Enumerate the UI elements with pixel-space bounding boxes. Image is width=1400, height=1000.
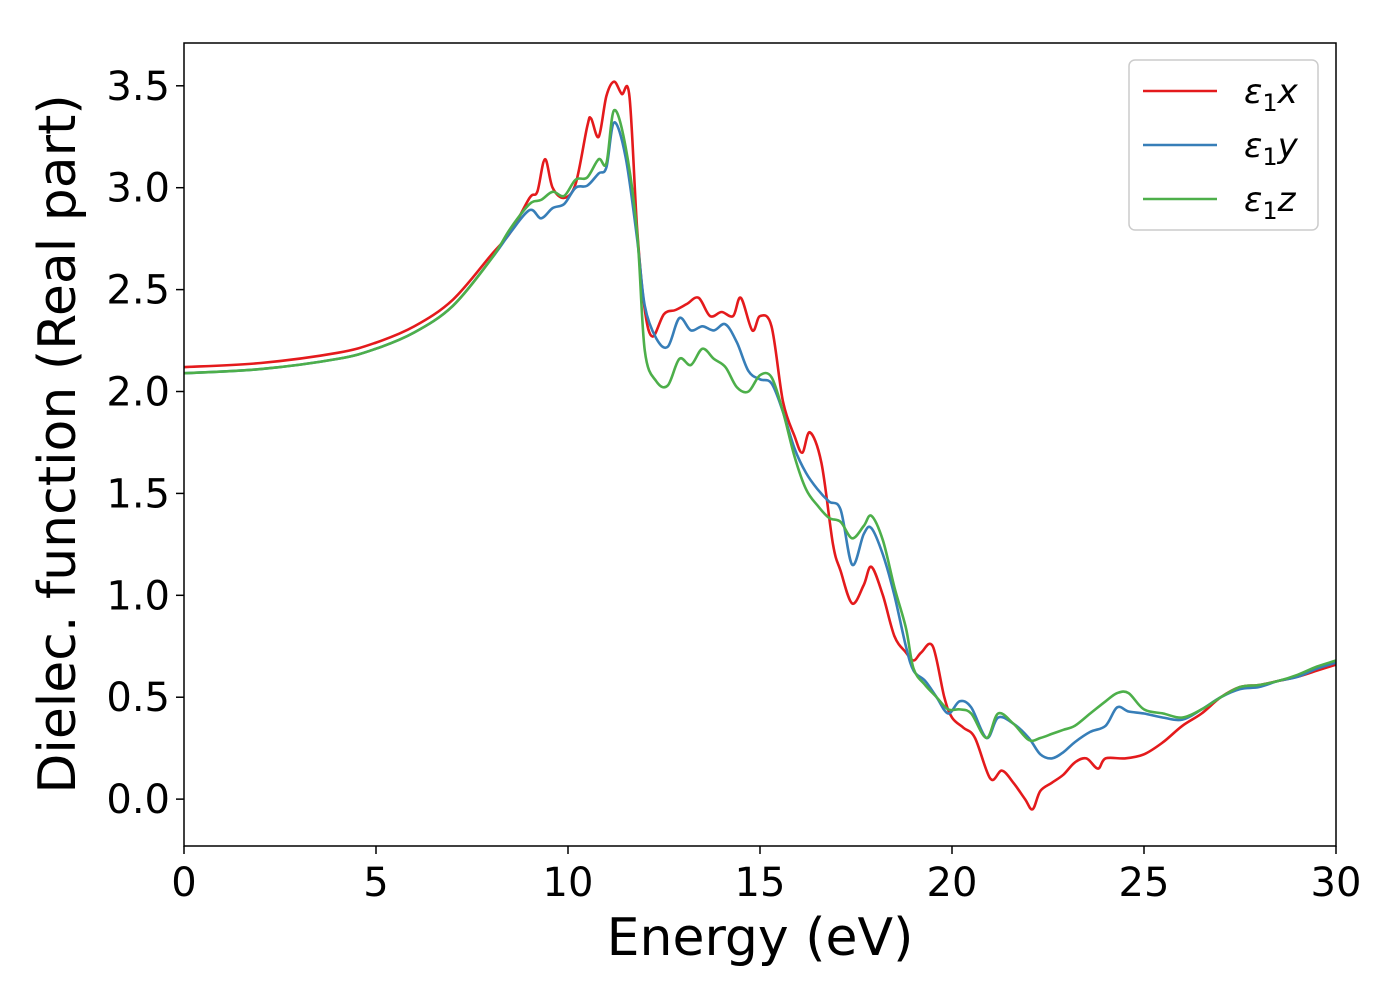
legend: ε1x ε1y ε1z <box>1128 59 1319 231</box>
legend-label-y: ε1y <box>1244 126 1299 171</box>
y-axis-label: Dielec. function (Real part) <box>28 94 88 793</box>
series-layer <box>183 80 1337 811</box>
x-tick-label: 25 <box>1119 860 1170 906</box>
y-tick-label: 2.5 <box>106 268 170 314</box>
x-axis-label: Energy (eV) <box>607 908 914 968</box>
x-axis-ticks: 0 5 10 15 20 25 30 <box>171 846 1361 906</box>
y-tick-label: 1.5 <box>106 471 170 517</box>
x-tick-label: 10 <box>543 860 594 906</box>
legend-entries: ε1x ε1y ε1z <box>1143 72 1299 225</box>
y-axis-ticks: 0.0 0.5 1.0 1.5 2.0 2.5 3.0 3.5 <box>106 64 184 823</box>
x-tick-label: 5 <box>363 860 388 906</box>
y-tick-label: 0.0 <box>106 777 170 823</box>
legend-box <box>1128 59 1319 231</box>
x-tick-label: 0 <box>171 860 196 906</box>
y-tick-label: 3.5 <box>106 64 170 110</box>
legend-label-z: ε1z <box>1244 180 1297 225</box>
y-tick-label: 3.0 <box>106 166 170 212</box>
series-line-y <box>183 121 1337 760</box>
x-tick-label: 20 <box>927 860 978 906</box>
series-line-z <box>183 108 1337 743</box>
series-line-x <box>183 80 1337 811</box>
y-tick-label: 1.0 <box>106 573 170 619</box>
y-tick-label: 0.5 <box>106 675 170 721</box>
legend-label-x: ε1x <box>1244 72 1299 117</box>
y-tick-label: 2.0 <box>106 370 170 416</box>
x-tick-label: 30 <box>1311 860 1362 906</box>
x-tick-label: 15 <box>735 860 786 906</box>
